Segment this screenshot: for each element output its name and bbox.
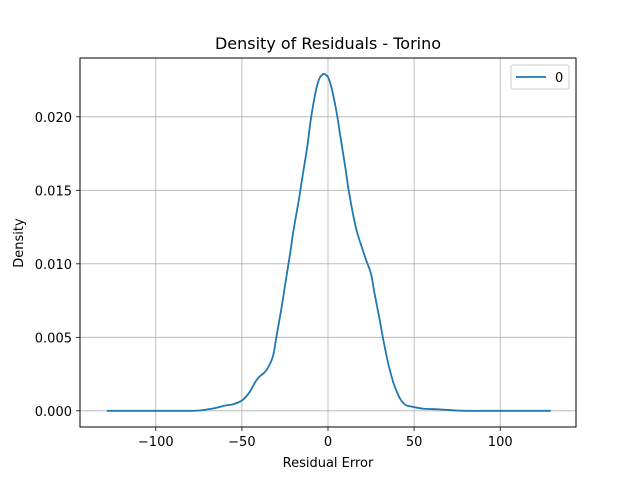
legend: 0 <box>510 64 570 90</box>
chart-title: Density of Residuals - Torino <box>215 34 441 53</box>
x-tick-label: 0 <box>324 435 332 450</box>
y-tick-label: 0.010 <box>35 258 72 273</box>
grid <box>80 58 576 427</box>
y-tick-label: 0.020 <box>35 111 72 126</box>
x-tick-label: −50 <box>228 435 255 450</box>
x-axis-ticks: −100 −50 0 50 100 <box>138 427 513 450</box>
series-line-0 <box>106 72 552 412</box>
x-tick-label: 100 <box>488 435 513 450</box>
y-axis-label: Density <box>12 218 27 268</box>
x-axis-label: Residual Error <box>283 456 374 471</box>
x-tick-label: −100 <box>138 435 174 450</box>
y-axis-ticks: 0.000 0.005 0.010 0.015 0.020 <box>35 111 80 420</box>
y-tick-label: 0.000 <box>35 405 72 420</box>
y-tick-label: 0.015 <box>35 184 72 199</box>
plot-area-frame <box>79 57 577 428</box>
y-tick-label: 0.005 <box>35 331 72 346</box>
x-tick-label: 50 <box>406 435 423 450</box>
legend-label-0: 0 <box>555 71 563 86</box>
